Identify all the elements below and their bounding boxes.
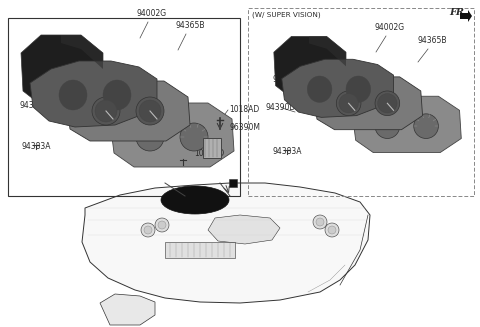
Text: 94365B: 94365B — [175, 21, 205, 30]
Polygon shape — [61, 35, 103, 69]
Polygon shape — [100, 294, 155, 325]
Polygon shape — [460, 10, 472, 22]
Text: 94383A: 94383A — [272, 147, 302, 156]
Circle shape — [316, 218, 324, 226]
Polygon shape — [282, 59, 394, 117]
Text: 94365B: 94365B — [417, 36, 447, 45]
Circle shape — [328, 226, 336, 234]
Circle shape — [180, 123, 208, 151]
Ellipse shape — [378, 94, 397, 113]
Circle shape — [414, 114, 438, 138]
Text: 94383A: 94383A — [21, 142, 51, 151]
Circle shape — [144, 226, 152, 234]
Polygon shape — [352, 96, 461, 153]
Circle shape — [313, 215, 327, 229]
Circle shape — [375, 114, 400, 138]
Text: 94002G: 94002G — [137, 9, 167, 18]
Text: 94390D: 94390D — [266, 104, 296, 112]
Ellipse shape — [161, 186, 229, 214]
Circle shape — [141, 223, 155, 237]
Ellipse shape — [375, 91, 400, 116]
Text: (W/ SUPER VISION): (W/ SUPER VISION) — [252, 12, 321, 19]
Bar — [165, 242, 235, 258]
Polygon shape — [82, 183, 370, 303]
Polygon shape — [30, 61, 157, 127]
Circle shape — [155, 218, 169, 232]
Text: 94002G: 94002G — [375, 23, 405, 32]
Ellipse shape — [59, 80, 87, 110]
Text: 96390M: 96390M — [229, 124, 260, 132]
Ellipse shape — [346, 76, 371, 102]
Ellipse shape — [103, 80, 131, 110]
Bar — [229, 179, 237, 187]
Ellipse shape — [139, 100, 161, 122]
Bar — [8, 18, 240, 196]
Polygon shape — [274, 36, 346, 98]
Circle shape — [136, 123, 164, 151]
Circle shape — [158, 221, 166, 229]
Bar — [203, 138, 221, 158]
Text: 1018AD: 1018AD — [194, 149, 224, 159]
Circle shape — [325, 223, 339, 237]
Ellipse shape — [92, 97, 120, 125]
Text: 94390D: 94390D — [20, 101, 50, 111]
Ellipse shape — [307, 76, 332, 102]
Polygon shape — [313, 77, 422, 130]
Polygon shape — [208, 215, 280, 244]
Bar — [248, 8, 474, 196]
Text: 94120A: 94120A — [36, 70, 65, 78]
Polygon shape — [66, 81, 190, 141]
Text: 1018AD: 1018AD — [229, 106, 259, 114]
Polygon shape — [110, 103, 234, 167]
Ellipse shape — [95, 100, 117, 122]
Text: FR.: FR. — [450, 8, 468, 17]
Polygon shape — [21, 35, 103, 105]
Ellipse shape — [336, 91, 361, 116]
Ellipse shape — [136, 97, 164, 125]
Ellipse shape — [339, 94, 358, 113]
Text: 94120A: 94120A — [273, 76, 302, 84]
Polygon shape — [309, 36, 346, 66]
